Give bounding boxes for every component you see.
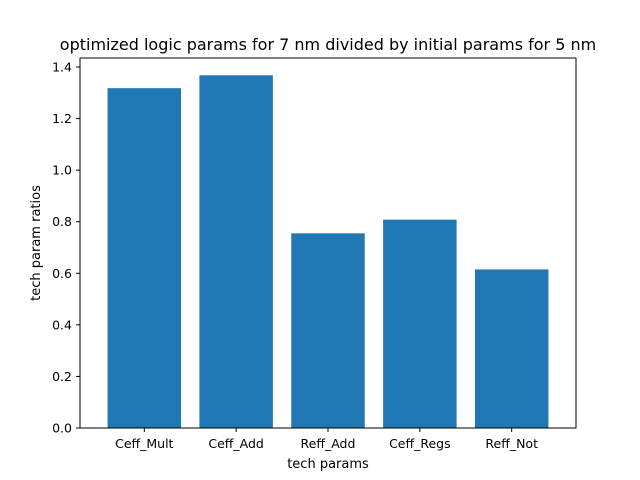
x-tick-label: Ceff_Add xyxy=(208,436,263,451)
bar-ceff-mult xyxy=(107,88,182,429)
x-axis-ticks: Ceff_Mult Ceff_Add Reff_Add Ceff_Regs Reff_N… xyxy=(115,428,538,451)
x-tick-label: Reff_Add xyxy=(301,436,356,451)
x-axis-label: tech params xyxy=(287,457,369,472)
y-axis-ticks: 0.0 0.2 0.4 0.6 0.8 1.0 1.2 1.4 xyxy=(52,60,80,436)
x-tick-label: Reff_Not xyxy=(485,436,538,451)
y-tick-label: 0.6 xyxy=(52,266,72,281)
y-axis-label: tech param ratios xyxy=(29,185,44,301)
bar-reff-not xyxy=(474,269,549,428)
y-tick-label: 1.4 xyxy=(52,60,72,75)
bar-ceff-regs xyxy=(383,219,457,428)
plot-frame xyxy=(79,57,577,429)
y-tick-label: 1.0 xyxy=(52,163,72,178)
y-tick-label: 1.2 xyxy=(52,111,72,126)
bar-reff-add xyxy=(291,233,365,428)
chart-title: optimized logic params for 7 nm divided … xyxy=(60,35,596,54)
x-tick-label: Ceff_Regs xyxy=(389,436,451,451)
x-tick-label: Ceff_Mult xyxy=(115,436,173,451)
y-tick-label: 0.0 xyxy=(52,421,72,436)
y-tick-label: 0.8 xyxy=(52,214,72,229)
bar-ceff-add xyxy=(199,75,273,428)
y-tick-label: 0.4 xyxy=(52,317,72,332)
bars-group xyxy=(107,75,549,429)
y-tick-label: 0.2 xyxy=(52,369,72,384)
